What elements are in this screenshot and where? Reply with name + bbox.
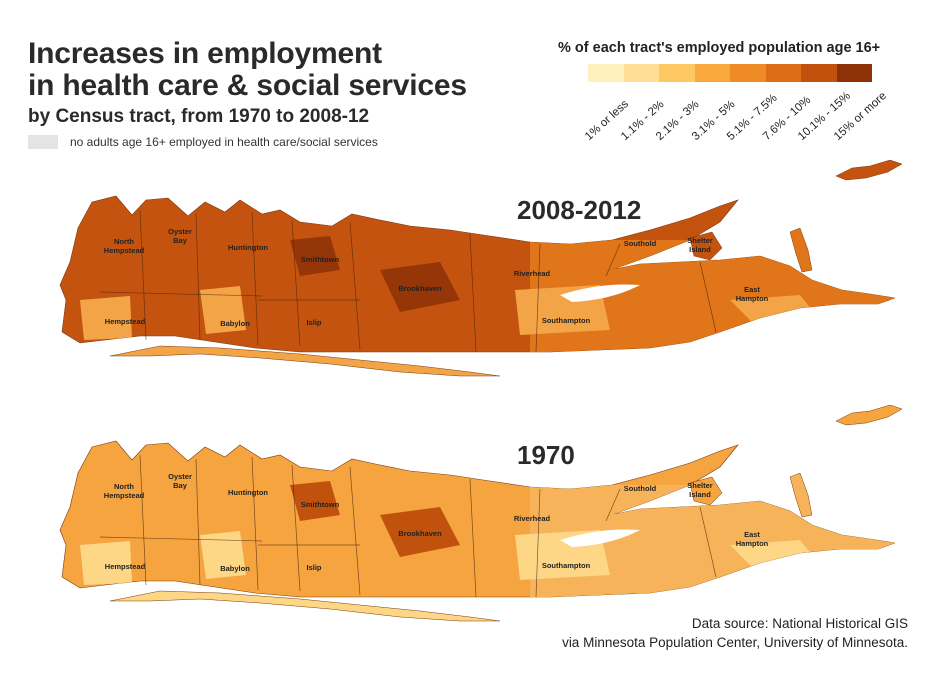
legend-swatch-8 xyxy=(836,64,872,82)
peconic-bay xyxy=(560,284,640,302)
gardiners-island-shape xyxy=(789,472,813,518)
town-boundary-11 xyxy=(699,506,717,578)
shelter-island-shape xyxy=(689,476,723,506)
map-1970: North Hempstead Oyster Bay Huntington Smithto… xyxy=(59,405,903,622)
town-boundary-10 xyxy=(605,488,621,522)
legend-swatch-5 xyxy=(730,64,766,82)
brookhaven-tracts xyxy=(380,262,460,312)
place-label-oyster-bay: Oyster Bay xyxy=(168,227,192,245)
town-boundary-11 xyxy=(699,261,717,333)
place-label-babylon: Babylon xyxy=(220,564,250,573)
data-source: Data source: National Historical GIS via… xyxy=(562,614,908,652)
town-boundary-7 xyxy=(535,488,541,598)
place-label-southampton: Southampton xyxy=(542,561,591,570)
legend-swatch-7 xyxy=(801,64,837,82)
town-boundary-8 xyxy=(99,291,263,297)
shelter-island-shape xyxy=(689,231,723,261)
legend-swatch-2 xyxy=(623,64,659,82)
legend-color-bar xyxy=(588,64,872,82)
year-label-2008-2012: 2008-2012 xyxy=(517,195,642,225)
map-subtitle: by Census tract, from 1970 to 2008-12 xyxy=(28,106,370,127)
babylon-tracts xyxy=(200,286,246,334)
town-boundary-2 xyxy=(195,458,201,586)
no-data-legend: no adults age 16+ employed in health car… xyxy=(28,135,378,149)
town-boundary-1 xyxy=(139,209,147,341)
town-boundary-8 xyxy=(99,536,263,542)
town-boundary-6 xyxy=(469,478,477,598)
legend-swatch-4 xyxy=(694,64,730,82)
place-label-north-hempstead: North Hempstead xyxy=(104,237,145,255)
place-label-shelter-island: Shelter Island xyxy=(687,481,713,499)
legend-swatch-1 xyxy=(588,64,624,82)
place-label-shelter-island: Shelter Island xyxy=(687,236,713,254)
map-title: Increases in employment in health care &… xyxy=(28,38,467,102)
town-boundary-3 xyxy=(251,211,259,346)
babylon-tracts xyxy=(200,531,246,579)
fishers-island-shape xyxy=(835,405,903,426)
place-label-southold: Southold xyxy=(624,239,657,248)
place-label-hempstead: Hempstead xyxy=(105,562,146,571)
hempstead-tracts xyxy=(80,541,132,585)
place-label-brookhaven: Brookhaven xyxy=(398,284,442,293)
place-label-huntington: Huntington xyxy=(228,243,268,252)
legend-swatch-3 xyxy=(659,64,695,82)
place-label-islip: Islip xyxy=(306,318,321,327)
place-label-huntington: Huntington xyxy=(228,488,268,497)
place-label-east-hampton: East Hampton xyxy=(736,285,769,303)
title-line-1: Increases in employment xyxy=(28,37,382,70)
brookhaven-tracts xyxy=(380,507,460,557)
place-label-southold: Southold xyxy=(624,484,657,493)
town-boundary-10 xyxy=(605,243,621,277)
peconic-bay xyxy=(560,529,640,547)
town-boundary-5 xyxy=(349,466,361,596)
place-label-smithtown: Smithtown xyxy=(301,255,340,264)
town-boundary-3 xyxy=(251,456,259,591)
place-label-babylon: Babylon xyxy=(220,319,250,328)
place-label-islip: Islip xyxy=(306,563,321,572)
town-boundary-4 xyxy=(291,464,301,592)
source-line-2: via Minnesota Population Center, Univers… xyxy=(562,635,908,650)
town-boundary-2 xyxy=(195,213,201,341)
place-label-oyster-bay: Oyster Bay xyxy=(168,472,192,490)
place-label-east-hampton: East Hampton xyxy=(736,530,769,548)
no-data-swatch xyxy=(28,135,58,149)
fishers-island-shape xyxy=(835,160,903,181)
place-label-smithtown: Smithtown xyxy=(301,500,340,509)
place-label-riverhead: Riverhead xyxy=(514,514,551,523)
place-label-north-hempstead: North Hempstead xyxy=(104,482,145,500)
map-2008-2012: North Hempstead Oyster Bay Huntington Smithto… xyxy=(59,160,903,377)
barrier-beach xyxy=(109,345,501,377)
town-boundary-5 xyxy=(349,221,361,351)
town-boundary-1 xyxy=(139,454,147,586)
legend-labels: 1% or less 1.1% - 2% 2.1% - 3% 3.1% - 5% 5.1… xyxy=(575,86,895,156)
place-label-riverhead: Riverhead xyxy=(514,269,551,278)
smithtown-tracts xyxy=(290,481,340,521)
hempstead-tracts xyxy=(80,296,132,340)
place-label-brookhaven: Brookhaven xyxy=(398,529,442,538)
gardiners-island-shape xyxy=(789,227,813,273)
smithtown-tracts xyxy=(290,236,340,276)
year-label-1970: 1970 xyxy=(517,440,575,470)
town-boundary-4 xyxy=(291,219,301,347)
no-data-label: no adults age 16+ employed in health car… xyxy=(70,135,378,149)
title-line-2: in health care & social services xyxy=(28,69,467,102)
town-boundary-7 xyxy=(535,243,541,353)
legend-title: % of each tract's employed population ag… xyxy=(558,40,881,56)
legend-swatch-6 xyxy=(765,64,801,82)
place-label-southampton: Southampton xyxy=(542,316,591,325)
source-line-1: Data source: National Historical GIS xyxy=(691,616,908,631)
barrier-beach xyxy=(109,590,501,622)
town-boundary-6 xyxy=(469,233,477,353)
place-label-hempstead: Hempstead xyxy=(105,317,146,326)
